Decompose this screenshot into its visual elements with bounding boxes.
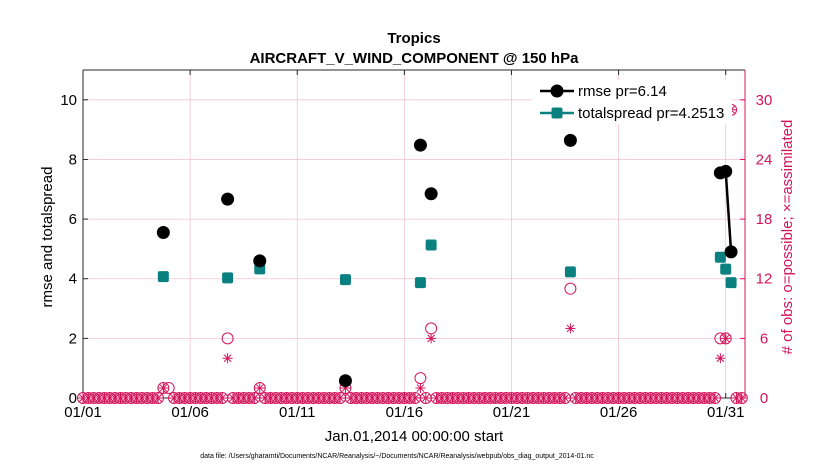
x-tick-label: 01/26 (600, 404, 638, 421)
rmse-line-segment (724, 171, 733, 252)
y-right-tick-label: 12 (756, 271, 773, 288)
x-tick-label: 01/11 (279, 404, 315, 421)
legend-item-rmse: rmse pr=6.14 (540, 83, 667, 100)
obs-assimilated-marker (222, 353, 233, 364)
chart-subtitle: AIRCRAFT_V_WIND_COMPONENT @ 150 hPa (250, 50, 580, 67)
x-tick-label: 01/21 (493, 404, 531, 421)
obs-assimilated-zero-marker (249, 393, 260, 403)
totalspread-marker (720, 263, 732, 275)
obs-assimilated-stroke (154, 394, 162, 402)
obs-assimilated-marker (720, 333, 731, 344)
obs-assimilated-zero-marker (217, 393, 228, 403)
data-file-footnote: data file: /Users/gharamti/Documents/NCA… (200, 453, 594, 460)
obs-assimilated-marker (254, 383, 265, 394)
obs-possible-zero-marker (735, 392, 748, 404)
legend-rmse-label: rmse pr=6.14 (578, 83, 667, 100)
y-left-tick-label: 0 (69, 390, 77, 407)
obs-assimilated-stroke (159, 384, 168, 392)
obs-assimilated-stroke (411, 394, 419, 402)
obs-assimilated-stroke (711, 394, 719, 402)
obs-assimilated-stroke (255, 384, 264, 392)
totalspread-marker (339, 274, 351, 286)
rmse-marker (338, 374, 352, 388)
chart-legend: rmse pr=6.14 totalspread pr=4.2513 (532, 80, 732, 124)
totalspread-marker (725, 277, 737, 289)
data-marks (77, 103, 748, 404)
obs-assimilated-stroke (218, 394, 227, 402)
rmse-marker (563, 133, 577, 147)
y-left-tick-label: 4 (69, 271, 77, 288)
obs-assimilated-stroke (721, 334, 730, 343)
rmse-marker (253, 254, 267, 268)
x-tick-label: 01/31 (707, 404, 745, 421)
obs-assimilated-zero-marker (710, 393, 721, 403)
obs-assimilated-stroke (561, 394, 569, 402)
totalspread-marker (157, 271, 169, 283)
obs-assimilated-marker (415, 383, 426, 394)
obs-assimilated-stroke (416, 384, 425, 392)
x-tick-label: 01/16 (386, 404, 424, 421)
obs-assimilated-zero-marker (152, 393, 163, 403)
totalspread-marker (414, 277, 426, 289)
obs-assimilated-stroke (223, 354, 232, 363)
grid-lines (82, 70, 745, 399)
y-right-tick-label: 6 (760, 330, 768, 347)
obs-assimilated-stroke (737, 394, 746, 402)
obs-assimilated-stroke (566, 324, 575, 333)
obs-assimilated-zero-marker (560, 393, 571, 403)
x-axis-label: Jan.01,2014 00:00:00 start (325, 428, 504, 445)
obs-assimilated-stroke (421, 394, 430, 402)
obs-assimilated-zero-marker (420, 393, 431, 403)
y-right-tick-label: 18 (756, 211, 773, 228)
obs-assimilated-marker (158, 383, 169, 394)
legend-background (532, 80, 732, 124)
legend-totalspread-label: totalspread pr=4.2513 (578, 105, 724, 122)
y-axis-right-label: # of obs: o=possible; ×=assimilated (779, 120, 796, 355)
obs-possible-marker (719, 332, 732, 345)
rmse-marker (724, 245, 738, 259)
y-right-tick-label: 24 (756, 151, 773, 168)
totalspread-marker (564, 266, 576, 278)
obs-assimilated-stroke (716, 354, 725, 363)
totalspread-marker (222, 272, 234, 284)
obs-assimilated-marker (565, 323, 576, 334)
y-right-tick-label: 0 (760, 390, 768, 407)
rmse-marker (719, 164, 733, 178)
legend-item-totalspread: totalspread pr=4.2513 (540, 105, 724, 122)
obs-assimilated-stroke (336, 394, 344, 402)
x-tick-label: 01/06 (171, 404, 209, 421)
totalspread-marker (425, 239, 437, 251)
y-axis-left-label: rmse and totalspread (39, 167, 56, 308)
totalspread-marker (714, 251, 726, 263)
obs-possible-zero-marker (709, 392, 722, 404)
obs-assimilated-stroke (427, 334, 435, 343)
rmse-marker (221, 192, 235, 206)
rmse-marker (424, 187, 438, 201)
obs-possible-marker (157, 382, 170, 395)
legend-totalspread-marker (551, 107, 563, 119)
x-tick-label: 01/01 (64, 404, 102, 421)
obs-possible-marker (564, 282, 577, 295)
obs-assimilated-marker (715, 353, 726, 364)
y-left-tick-label: 6 (69, 211, 77, 228)
y-left-tick-label: 10 (60, 92, 77, 109)
rmse-marker (413, 138, 427, 152)
obs-assimilated-zero-marker (335, 393, 346, 403)
rmse-marker (156, 226, 170, 240)
y-left-tick-label: 8 (69, 151, 77, 168)
y-left-tick-label: 2 (69, 330, 77, 347)
obs-assimilated-stroke (250, 394, 259, 402)
obs-possible-marker (221, 332, 234, 345)
y-right-tick-label: 30 (756, 92, 773, 109)
chart-title: Tropics (387, 30, 440, 47)
legend-rmse-marker (550, 84, 564, 98)
obs-assimilated-marker (426, 333, 437, 344)
obs-assimilated-zero-marker (736, 393, 747, 403)
obs-possible-zero-marker (151, 392, 164, 404)
obs-assimilated-zero-marker (410, 393, 421, 403)
obs-possible-marker (253, 382, 266, 395)
